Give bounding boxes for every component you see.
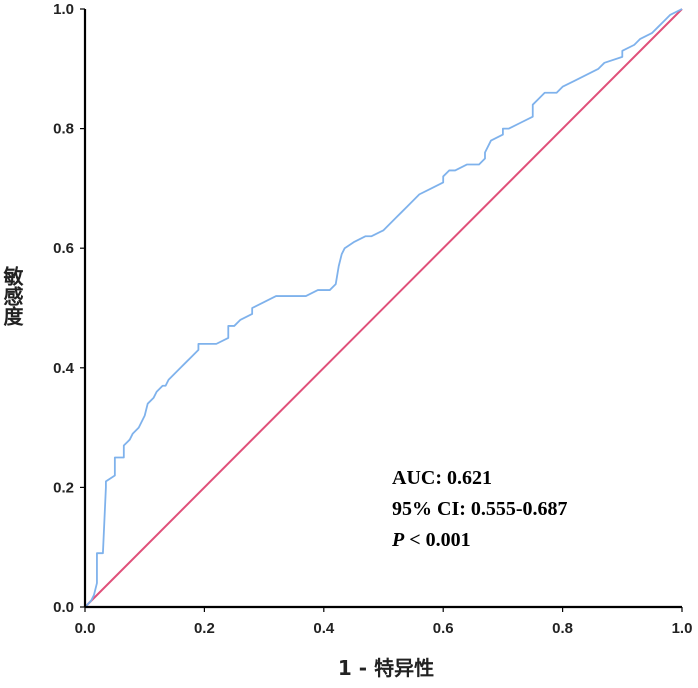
auc-annotation: AUC: 0.621 xyxy=(392,467,492,489)
y-tick-label: 0.8 xyxy=(53,121,74,138)
roc-curve xyxy=(84,8,683,608)
y-tick-label: 0.4 xyxy=(53,360,75,377)
y-axis-title: 敏感度 xyxy=(0,265,24,327)
p-value-letter: P xyxy=(391,529,405,551)
x-tick-label: 0.6 xyxy=(433,620,454,637)
reference-line xyxy=(84,8,683,608)
y-tick-label: 0.0 xyxy=(53,599,74,616)
y-tick-label: 0.2 xyxy=(53,479,74,496)
y-tick-label: 1.0 xyxy=(53,1,74,18)
x-tick-label: 0.8 xyxy=(552,620,573,637)
p-value-rest: < 0.001 xyxy=(404,529,470,551)
y-tick-label: 0.6 xyxy=(53,240,74,257)
x-tick-label: 0.2 xyxy=(194,620,215,637)
ci-annotation: 95% CI: 0.555-0.687 xyxy=(392,498,568,520)
labels-layer: 0.0 0.2 0.4 0.6 0.8 1.0 0.0 0.2 0.4 0.6 0.8 1.0 xyxy=(53,1,692,637)
roc-layer xyxy=(84,8,683,608)
x-tick-label: 1.0 xyxy=(672,620,693,637)
x-tick-label: 0.0 xyxy=(75,620,96,637)
p-value-annotation: P < 0.001 xyxy=(391,529,471,551)
x-tick-label: 0.4 xyxy=(313,620,335,637)
reference-layer xyxy=(84,8,683,608)
x-axis-title: 1 - 特异性 xyxy=(338,656,434,680)
axes-layer xyxy=(83,9,682,609)
